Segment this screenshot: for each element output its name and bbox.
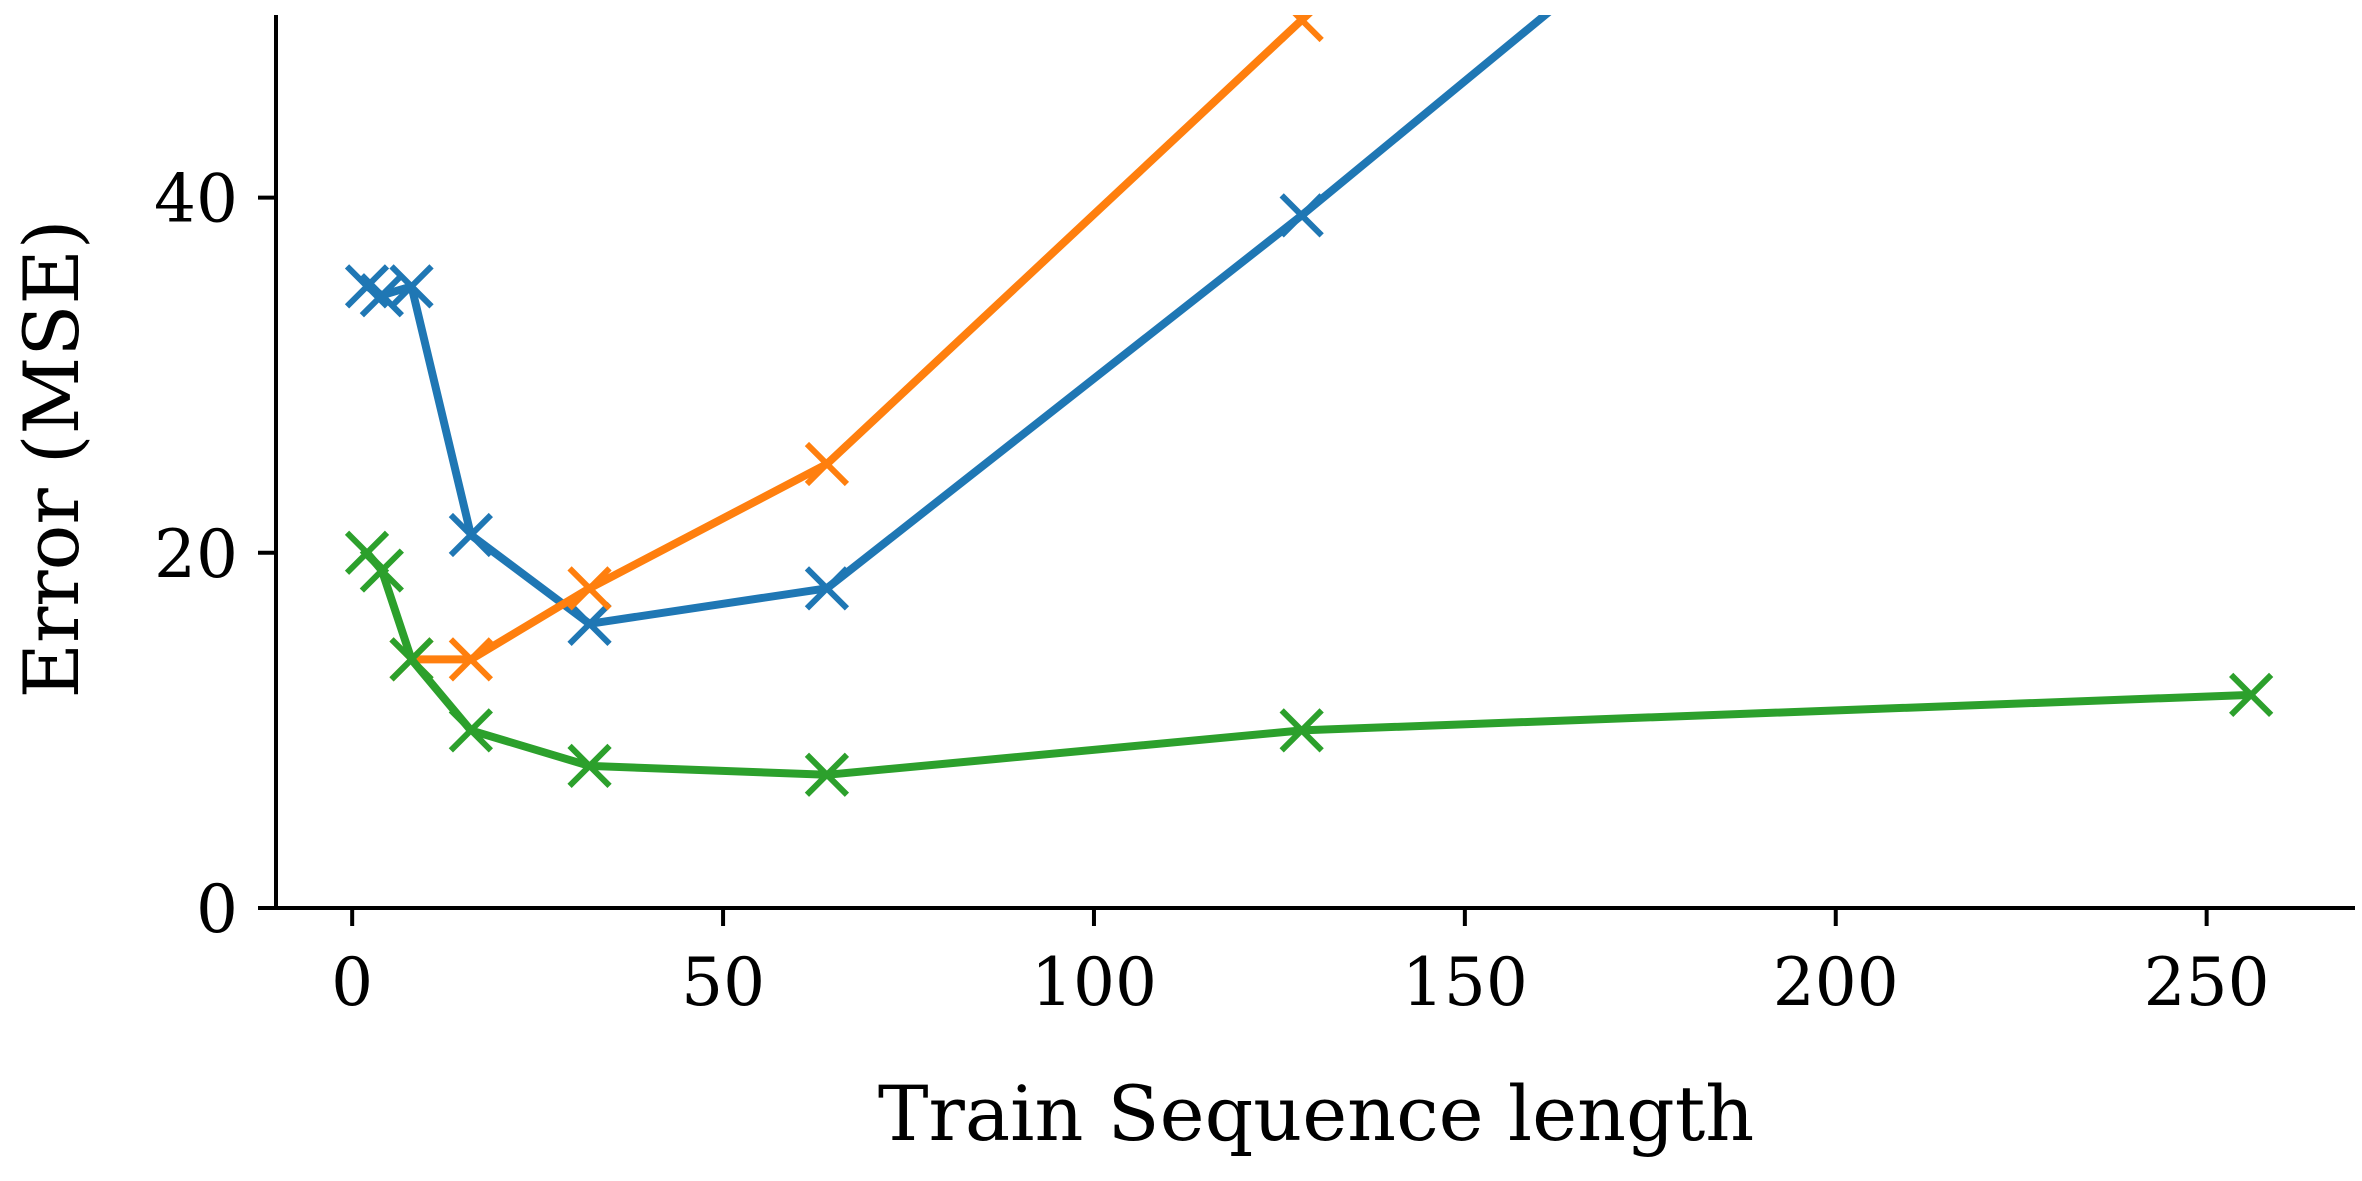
- series-orange: [389, 15, 1324, 682]
- data-point-orange: [567, 566, 612, 611]
- data-point-blue: [1279, 193, 1324, 238]
- data-point-orange: [1279, 15, 1324, 43]
- data-point-green: [448, 708, 493, 753]
- x-tick-label: 250: [2144, 944, 2270, 1021]
- data-point-green: [1279, 708, 1324, 753]
- data-point-green: [359, 548, 404, 593]
- y-tick-label: 0: [196, 871, 238, 948]
- x-axis-title: Train Sequence length: [878, 1069, 1754, 1158]
- x-tick-label: 100: [1031, 944, 1157, 1021]
- x-tick-label: 150: [1402, 944, 1528, 1021]
- series-layer: [344, 15, 2274, 797]
- data-point-green: [389, 637, 434, 682]
- x-tick-label: 200: [1773, 944, 1899, 1021]
- data-point-blue: [567, 601, 612, 646]
- data-point-blue: [359, 273, 404, 318]
- data-point-green: [2229, 672, 2274, 718]
- data-point-orange: [804, 441, 850, 487]
- axes: [274, 15, 2355, 910]
- y-tick-label: 40: [154, 161, 238, 238]
- data-point-green: [804, 752, 850, 797]
- data-point-blue: [448, 512, 493, 558]
- series-green: [344, 530, 2274, 797]
- data-point-green: [567, 743, 612, 789]
- data-point-blue: [804, 566, 850, 611]
- ticks: 0 50 100 150 200 250 0 20 40: [154, 161, 2270, 1021]
- series-line-blue: [363, 15, 1552, 628]
- y-axis-title: Error (MSE): [7, 219, 96, 698]
- x-tick-label: 0: [331, 944, 373, 1021]
- series-line-orange: [407, 15, 1313, 664]
- series-blue: [344, 15, 1552, 646]
- data-point-orange: [448, 637, 493, 682]
- x-tick-label: 50: [681, 944, 765, 1021]
- data-point-blue: [344, 264, 390, 309]
- series-line-green: [363, 548, 2256, 779]
- y-tick-label: 20: [154, 516, 238, 593]
- data-point-blue: [389, 264, 434, 309]
